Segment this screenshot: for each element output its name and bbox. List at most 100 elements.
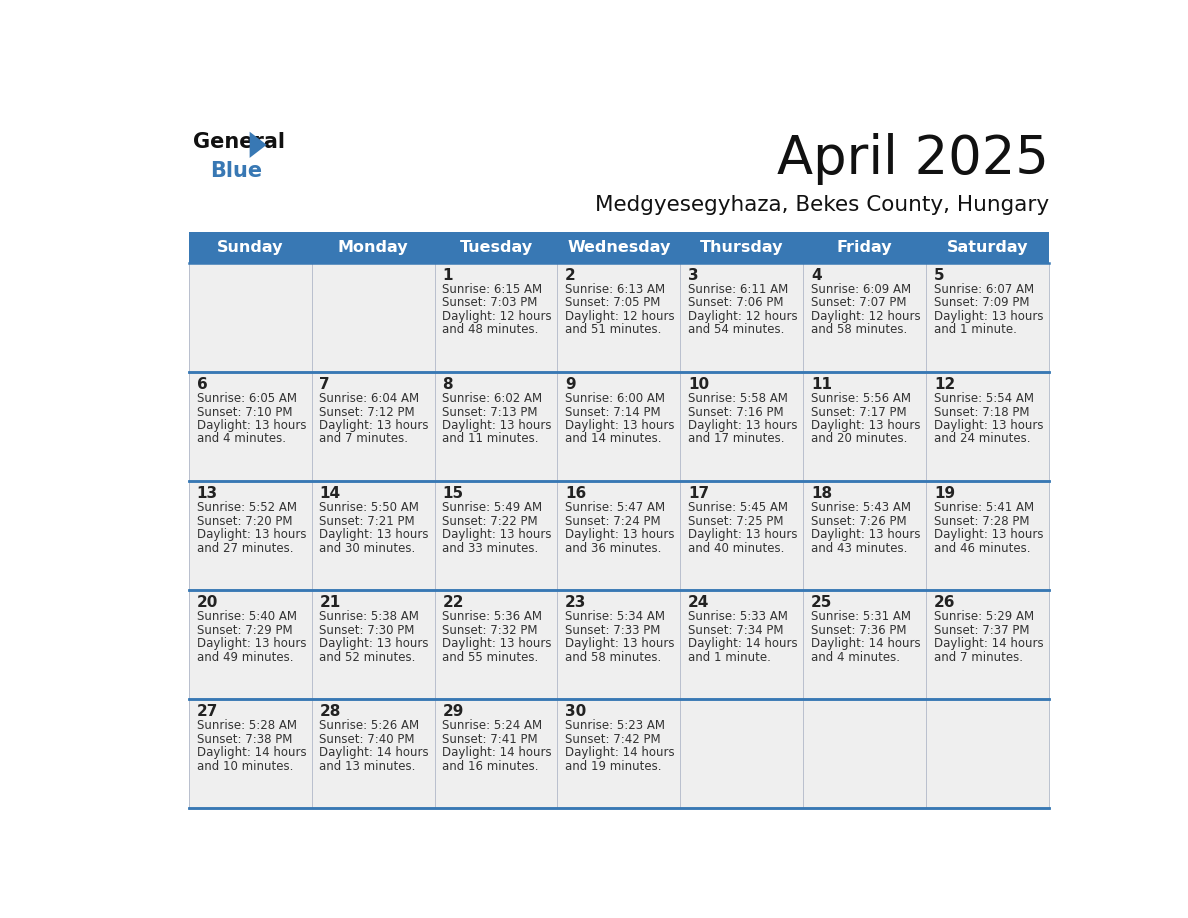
Text: and 1 minute.: and 1 minute. xyxy=(934,323,1017,337)
Text: Daylight: 13 hours: Daylight: 13 hours xyxy=(811,528,921,541)
Text: Sunrise: 6:02 AM: Sunrise: 6:02 AM xyxy=(442,392,543,405)
Text: Sunset: 7:16 PM: Sunset: 7:16 PM xyxy=(688,406,784,419)
Text: Sunrise: 6:00 AM: Sunrise: 6:00 AM xyxy=(565,392,665,405)
Text: Sunrise: 6:04 AM: Sunrise: 6:04 AM xyxy=(320,392,419,405)
Text: Sunrise: 5:47 AM: Sunrise: 5:47 AM xyxy=(565,501,665,514)
Text: Daylight: 13 hours: Daylight: 13 hours xyxy=(934,528,1043,541)
Text: Daylight: 13 hours: Daylight: 13 hours xyxy=(688,419,797,432)
Text: 16: 16 xyxy=(565,486,587,501)
Text: and 33 minutes.: and 33 minutes. xyxy=(442,542,538,554)
Text: Sunset: 7:17 PM: Sunset: 7:17 PM xyxy=(811,406,906,419)
Text: and 17 minutes.: and 17 minutes. xyxy=(688,432,784,445)
Text: and 10 minutes.: and 10 minutes. xyxy=(196,759,293,773)
Bar xyxy=(681,263,803,372)
Text: Tuesday: Tuesday xyxy=(460,240,532,254)
Bar xyxy=(189,263,311,372)
Text: Daylight: 12 hours: Daylight: 12 hours xyxy=(442,310,552,323)
Text: Daylight: 13 hours: Daylight: 13 hours xyxy=(934,310,1043,323)
Text: Sunrise: 5:50 AM: Sunrise: 5:50 AM xyxy=(320,501,419,514)
Bar xyxy=(681,589,803,699)
Text: and 24 minutes.: and 24 minutes. xyxy=(934,432,1030,445)
Text: 23: 23 xyxy=(565,595,587,610)
Bar xyxy=(435,481,557,589)
Text: Daylight: 13 hours: Daylight: 13 hours xyxy=(442,528,552,541)
Text: Daylight: 13 hours: Daylight: 13 hours xyxy=(688,528,797,541)
Text: Sunset: 7:32 PM: Sunset: 7:32 PM xyxy=(442,623,538,636)
Text: 13: 13 xyxy=(196,486,217,501)
Bar xyxy=(803,263,927,372)
Bar xyxy=(927,589,1049,699)
Bar xyxy=(311,699,435,808)
Text: Daylight: 13 hours: Daylight: 13 hours xyxy=(442,419,552,432)
Text: Sunset: 7:28 PM: Sunset: 7:28 PM xyxy=(934,515,1030,528)
Text: 25: 25 xyxy=(811,595,833,610)
Text: Daylight: 14 hours: Daylight: 14 hours xyxy=(811,637,921,650)
Text: Wednesday: Wednesday xyxy=(567,240,670,254)
Text: Daylight: 14 hours: Daylight: 14 hours xyxy=(934,637,1043,650)
Text: 29: 29 xyxy=(442,704,463,719)
Text: 11: 11 xyxy=(811,377,832,392)
Text: Thursday: Thursday xyxy=(700,240,784,254)
Text: Sunset: 7:14 PM: Sunset: 7:14 PM xyxy=(565,406,661,419)
Text: Daylight: 12 hours: Daylight: 12 hours xyxy=(688,310,798,323)
Text: and 52 minutes.: and 52 minutes. xyxy=(320,651,416,664)
Text: Sunrise: 5:23 AM: Sunrise: 5:23 AM xyxy=(565,719,665,733)
Text: Sunset: 7:18 PM: Sunset: 7:18 PM xyxy=(934,406,1030,419)
Bar xyxy=(927,263,1049,372)
Text: Daylight: 14 hours: Daylight: 14 hours xyxy=(688,637,798,650)
Text: Sunset: 7:25 PM: Sunset: 7:25 PM xyxy=(688,515,784,528)
Text: Sunrise: 5:54 AM: Sunrise: 5:54 AM xyxy=(934,392,1034,405)
Bar xyxy=(681,372,803,481)
Text: 19: 19 xyxy=(934,486,955,501)
Bar xyxy=(435,372,557,481)
Text: Sunrise: 5:43 AM: Sunrise: 5:43 AM xyxy=(811,501,911,514)
Text: Sunset: 7:09 PM: Sunset: 7:09 PM xyxy=(934,297,1030,309)
Bar xyxy=(681,481,803,589)
Text: Sunset: 7:24 PM: Sunset: 7:24 PM xyxy=(565,515,661,528)
Bar xyxy=(557,481,681,589)
Text: and 27 minutes.: and 27 minutes. xyxy=(196,542,293,554)
Text: Daylight: 13 hours: Daylight: 13 hours xyxy=(934,419,1043,432)
Text: and 43 minutes.: and 43 minutes. xyxy=(811,542,908,554)
Text: 28: 28 xyxy=(320,704,341,719)
Text: and 19 minutes.: and 19 minutes. xyxy=(565,759,662,773)
Text: Sunrise: 5:31 AM: Sunrise: 5:31 AM xyxy=(811,610,911,623)
Text: and 7 minutes.: and 7 minutes. xyxy=(934,651,1023,664)
Text: Sunset: 7:13 PM: Sunset: 7:13 PM xyxy=(442,406,538,419)
Bar xyxy=(311,372,435,481)
Text: and 4 minutes.: and 4 minutes. xyxy=(196,432,285,445)
Text: Sunrise: 6:13 AM: Sunrise: 6:13 AM xyxy=(565,283,665,296)
Text: 18: 18 xyxy=(811,486,832,501)
Text: Sunrise: 6:11 AM: Sunrise: 6:11 AM xyxy=(688,283,789,296)
Text: Saturday: Saturday xyxy=(947,240,1029,254)
Text: 20: 20 xyxy=(196,595,217,610)
Bar xyxy=(681,699,803,808)
Text: Daylight: 13 hours: Daylight: 13 hours xyxy=(565,419,675,432)
Text: 30: 30 xyxy=(565,704,587,719)
Text: Sunrise: 5:24 AM: Sunrise: 5:24 AM xyxy=(442,719,543,733)
Text: Sunset: 7:20 PM: Sunset: 7:20 PM xyxy=(196,515,292,528)
Text: Daylight: 13 hours: Daylight: 13 hours xyxy=(196,419,307,432)
Bar xyxy=(189,589,311,699)
Text: General: General xyxy=(192,131,285,151)
Text: Sunset: 7:40 PM: Sunset: 7:40 PM xyxy=(320,733,415,745)
Text: 17: 17 xyxy=(688,486,709,501)
Text: 1: 1 xyxy=(442,268,453,283)
Text: Sunset: 7:21 PM: Sunset: 7:21 PM xyxy=(320,515,415,528)
Text: Sunrise: 5:26 AM: Sunrise: 5:26 AM xyxy=(320,719,419,733)
Text: Sunset: 7:41 PM: Sunset: 7:41 PM xyxy=(442,733,538,745)
Text: Sunset: 7:30 PM: Sunset: 7:30 PM xyxy=(320,623,415,636)
Text: and 1 minute.: and 1 minute. xyxy=(688,651,771,664)
Text: Sunrise: 5:38 AM: Sunrise: 5:38 AM xyxy=(320,610,419,623)
Text: 3: 3 xyxy=(688,268,699,283)
Text: Sunset: 7:38 PM: Sunset: 7:38 PM xyxy=(196,733,292,745)
Text: Daylight: 13 hours: Daylight: 13 hours xyxy=(196,637,307,650)
Text: and 40 minutes.: and 40 minutes. xyxy=(688,542,784,554)
Bar xyxy=(189,481,311,589)
Text: 22: 22 xyxy=(442,595,463,610)
Text: Sunrise: 5:40 AM: Sunrise: 5:40 AM xyxy=(196,610,297,623)
Text: Daylight: 13 hours: Daylight: 13 hours xyxy=(565,528,675,541)
Bar xyxy=(311,263,435,372)
Text: Sunrise: 5:33 AM: Sunrise: 5:33 AM xyxy=(688,610,788,623)
Text: Daylight: 14 hours: Daylight: 14 hours xyxy=(565,746,675,759)
